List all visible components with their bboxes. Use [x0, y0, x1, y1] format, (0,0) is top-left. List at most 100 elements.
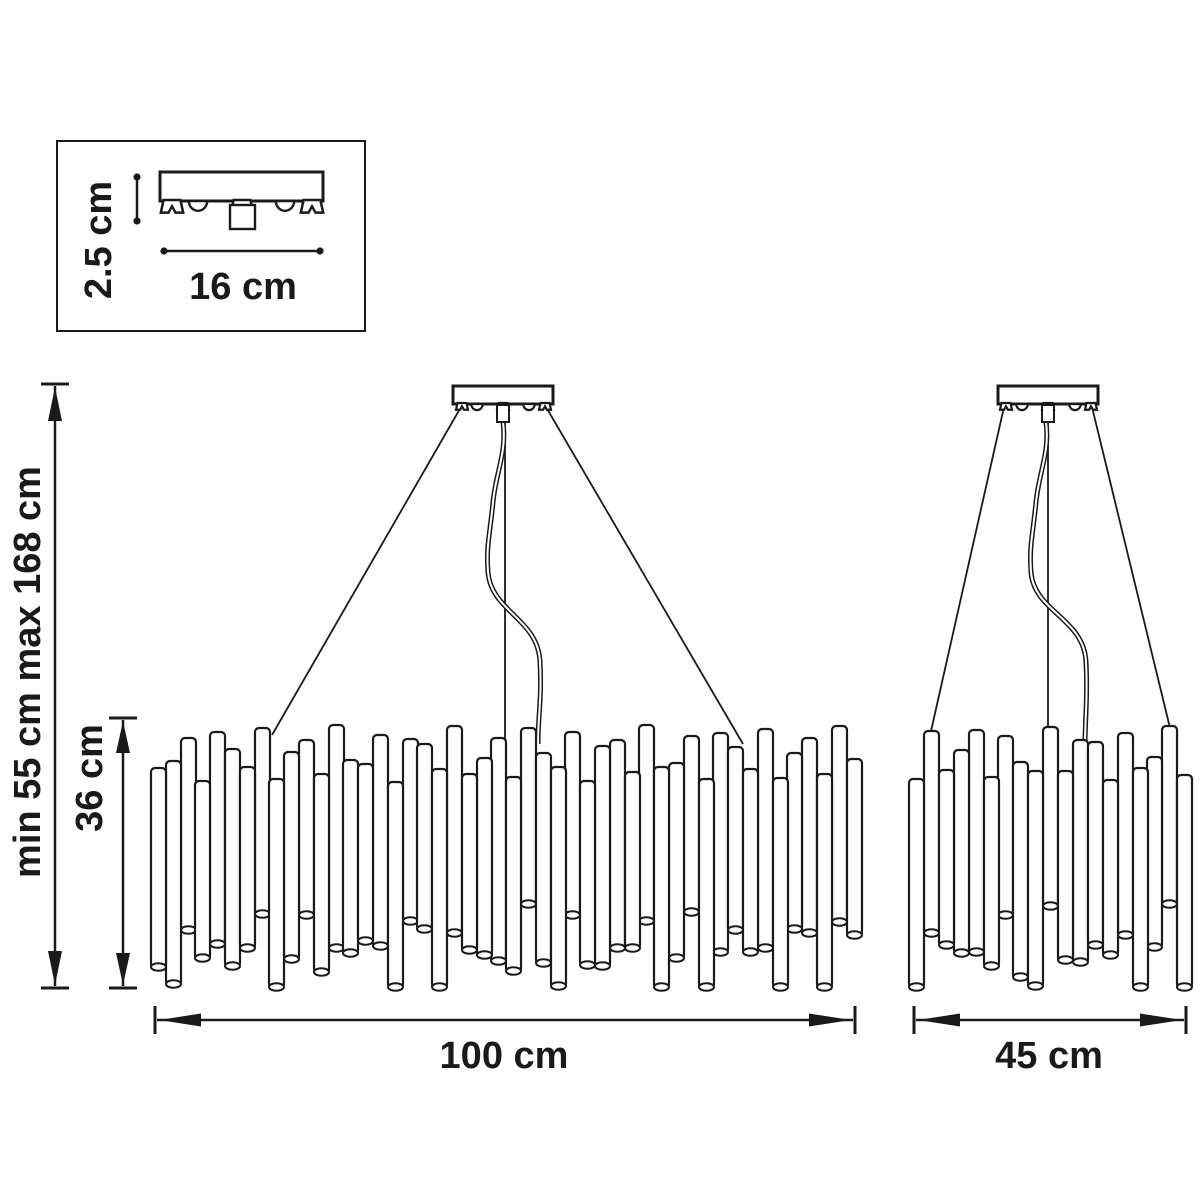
tube [830, 724, 849, 927]
mount-bump-icon [522, 402, 536, 412]
tube [563, 730, 582, 920]
tube [907, 777, 926, 992]
side-suspension-wires [928, 404, 1172, 768]
cord-grip [496, 404, 510, 423]
tube [164, 759, 183, 989]
tube [371, 733, 390, 951]
side-canopy [996, 384, 1100, 423]
mount-bump-icon [274, 199, 296, 212]
mount-hook-icon [454, 401, 470, 411]
tube [922, 729, 941, 938]
mount-hook-icon [998, 401, 1014, 411]
tube [430, 767, 449, 992]
tube [1026, 769, 1045, 991]
tube [937, 768, 956, 950]
tube [475, 756, 494, 960]
tube [800, 736, 819, 938]
tube [785, 751, 804, 934]
inset-height-dimension: 2.5 cm [78, 173, 141, 299]
tube [1071, 738, 1090, 967]
front-width-label: 100 cm [440, 1035, 569, 1077]
tube [608, 738, 627, 953]
tube [1160, 724, 1179, 909]
tube [193, 779, 212, 963]
tube [741, 767, 760, 957]
tube [460, 772, 479, 955]
tube [297, 738, 316, 920]
tube [253, 726, 272, 919]
front-width-dimension: 100 cm [153, 1006, 857, 1077]
tube [1145, 755, 1164, 952]
inset-width-label: 16 cm [189, 266, 297, 308]
mount-bump-icon [1068, 402, 1082, 412]
side-width-label: 45 cm [995, 1035, 1103, 1077]
side-view [907, 384, 1194, 992]
tube [489, 736, 508, 966]
tube [771, 776, 790, 992]
mount-hook-icon [537, 401, 553, 411]
tube [815, 772, 834, 992]
tube [504, 775, 523, 976]
tube [682, 734, 701, 917]
tube [238, 765, 257, 953]
tube [549, 765, 568, 991]
inset-canopy [158, 170, 325, 231]
inset-width-dimension: 16 cm [160, 247, 324, 308]
tube [1041, 725, 1060, 911]
tube [1131, 766, 1150, 992]
tube [845, 757, 864, 940]
tube [356, 762, 375, 946]
tube [267, 777, 286, 992]
front-tubes [149, 723, 864, 992]
tube [445, 724, 464, 938]
cord-grip [228, 203, 257, 231]
side-power-cord [1027, 421, 1090, 747]
tube [282, 750, 301, 964]
tube [623, 770, 642, 953]
tube [578, 779, 597, 970]
inset-detail-box: 2.5 cm 16 cm [56, 140, 366, 332]
tube [327, 723, 346, 953]
cord-grip [1041, 404, 1055, 423]
tube [982, 775, 1001, 971]
front-power-cord [484, 421, 544, 745]
tube [756, 727, 775, 953]
tube [534, 751, 553, 968]
tube [1011, 760, 1030, 982]
inset-height-label: 2.5 cm [78, 181, 120, 299]
tube [1101, 778, 1120, 960]
body-height-label: 36 cm [69, 724, 111, 832]
mount-bump-icon [1015, 402, 1029, 412]
tube [952, 748, 971, 958]
tube [1086, 740, 1105, 950]
tube [711, 731, 730, 957]
tube [1056, 769, 1075, 965]
tube [179, 736, 198, 935]
tube [967, 728, 986, 957]
tube [415, 742, 434, 934]
tube [637, 723, 656, 926]
total-height-label: min 55 cm max 168 cm [7, 466, 49, 878]
side-tubes [907, 724, 1194, 992]
tube [519, 726, 538, 909]
front-canopy [451, 384, 555, 423]
tube [996, 734, 1015, 920]
total-height-dimension: min 55 cm max 168 cm [7, 382, 69, 990]
tube [726, 745, 745, 935]
mount-bump-icon [187, 199, 209, 212]
tube [312, 772, 331, 977]
tube [208, 730, 227, 949]
tube [593, 744, 612, 971]
tube [697, 777, 716, 992]
tube [149, 766, 168, 972]
tube [1116, 731, 1135, 940]
front-view [149, 384, 864, 992]
tube [401, 737, 420, 926]
mount-hook-icon [1083, 401, 1099, 411]
tube [341, 758, 360, 958]
tube [667, 761, 686, 963]
tube [223, 747, 242, 971]
mount-bump-icon [470, 402, 484, 412]
